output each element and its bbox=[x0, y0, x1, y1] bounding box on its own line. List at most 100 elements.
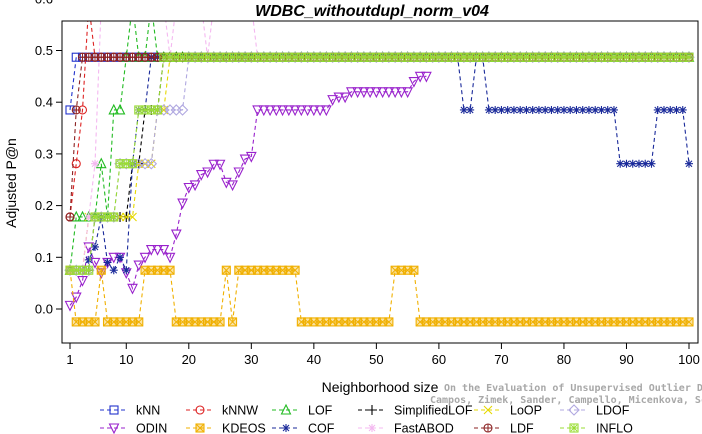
data-point bbox=[547, 105, 556, 114]
data-point bbox=[147, 0, 155, 8]
data-point bbox=[77, 276, 88, 287]
x-tick-label: 90 bbox=[619, 352, 633, 367]
data-point bbox=[103, 258, 112, 267]
data-point bbox=[653, 105, 662, 114]
data-point bbox=[145, 157, 158, 170]
data-point bbox=[320, 105, 332, 117]
y-axis-label: Adjusted P@n bbox=[3, 138, 19, 228]
data-point bbox=[65, 212, 75, 222]
data-point bbox=[170, 229, 182, 241]
data-point bbox=[133, 260, 145, 272]
series-line bbox=[69, 56, 689, 218]
data-point bbox=[77, 210, 88, 222]
data-point bbox=[572, 105, 581, 114]
data-point bbox=[290, 265, 300, 275]
data-point bbox=[522, 105, 531, 114]
legend-item-ldf: LDF bbox=[474, 422, 534, 434]
data-point bbox=[634, 159, 643, 168]
data-point bbox=[215, 317, 225, 327]
legend-item-inflo: INFLO bbox=[560, 422, 633, 434]
series-ldf bbox=[65, 52, 694, 222]
data-point bbox=[110, 0, 118, 8]
data-point bbox=[578, 105, 587, 114]
data-point bbox=[241, 0, 249, 8]
data-point bbox=[108, 103, 120, 115]
legend-item-loop: LoOP bbox=[474, 404, 542, 418]
data-point bbox=[84, 265, 94, 275]
data-point bbox=[534, 317, 544, 327]
data-point bbox=[227, 180, 238, 192]
data-point bbox=[270, 105, 282, 117]
data-point bbox=[85, 0, 93, 8]
data-point bbox=[283, 105, 295, 117]
data-point bbox=[152, 105, 163, 115]
legend-label: LOF bbox=[308, 404, 333, 418]
data-point bbox=[528, 105, 537, 114]
data-point bbox=[107, 211, 120, 223]
data-point bbox=[91, 242, 100, 251]
data-point bbox=[333, 92, 345, 104]
data-point bbox=[122, 266, 131, 275]
series-kdeos bbox=[65, 265, 694, 327]
data-point bbox=[559, 105, 568, 114]
data-point bbox=[377, 87, 389, 99]
data-point bbox=[327, 95, 338, 106]
data-point bbox=[685, 159, 693, 168]
series-line bbox=[70, 56, 690, 273]
data-point bbox=[302, 105, 313, 117]
data-point bbox=[622, 159, 631, 168]
legend-marker bbox=[368, 424, 376, 432]
series-fastabod bbox=[66, 0, 693, 275]
series-line bbox=[70, 56, 689, 271]
data-point bbox=[189, 180, 201, 192]
chart-title: WDBC_withoutdupl_norm_v04 bbox=[255, 3, 489, 20]
data-point bbox=[414, 71, 426, 83]
data-point bbox=[109, 266, 118, 275]
data-point bbox=[122, 0, 130, 8]
data-point bbox=[235, 0, 243, 8]
data-point bbox=[245, 151, 257, 163]
legend-item-cof: COF bbox=[272, 422, 335, 434]
data-point bbox=[64, 300, 76, 312]
data-point bbox=[628, 159, 637, 168]
legend-label: LDF bbox=[510, 422, 534, 434]
x-tick-label: 70 bbox=[494, 352, 508, 367]
data-point bbox=[684, 52, 694, 62]
data-point bbox=[647, 159, 656, 168]
data-point bbox=[127, 159, 138, 169]
watermark-line-1: On the Evaluation of Unsupervised Outlie… bbox=[444, 382, 702, 394]
data-point bbox=[185, 0, 193, 8]
data-point bbox=[358, 87, 370, 99]
legend-label: SimplifiedLOF bbox=[394, 404, 473, 418]
legend-marker bbox=[568, 404, 580, 416]
data-point bbox=[345, 87, 357, 99]
data-point bbox=[214, 159, 226, 171]
data-point bbox=[160, 0, 168, 8]
series-simplifiedlof bbox=[65, 52, 694, 276]
data-point bbox=[384, 317, 394, 327]
legend-marker bbox=[195, 405, 205, 415]
data-point bbox=[208, 159, 220, 171]
data-point bbox=[158, 244, 170, 256]
legend-label: INFLO bbox=[596, 422, 633, 434]
data-point bbox=[603, 105, 612, 114]
data-point bbox=[134, 317, 144, 327]
data-point bbox=[71, 159, 81, 169]
legend-item-kdeos: KDEOS bbox=[186, 422, 266, 434]
legend-marker bbox=[483, 423, 493, 433]
data-point bbox=[591, 105, 600, 114]
data-point bbox=[566, 105, 575, 114]
data-point bbox=[314, 105, 326, 117]
legend-marker bbox=[195, 423, 205, 433]
plot-frame bbox=[61, 20, 699, 344]
series-line bbox=[70, 56, 689, 271]
series-ldof bbox=[64, 51, 695, 277]
legend-label: COF bbox=[308, 422, 335, 434]
data-point bbox=[229, 0, 237, 8]
data-point bbox=[352, 87, 364, 99]
legend-marker bbox=[569, 423, 579, 433]
data-point bbox=[228, 317, 238, 327]
data-point bbox=[534, 105, 543, 114]
data-point bbox=[402, 87, 414, 99]
y-tick-label: 0.5 bbox=[35, 43, 53, 58]
